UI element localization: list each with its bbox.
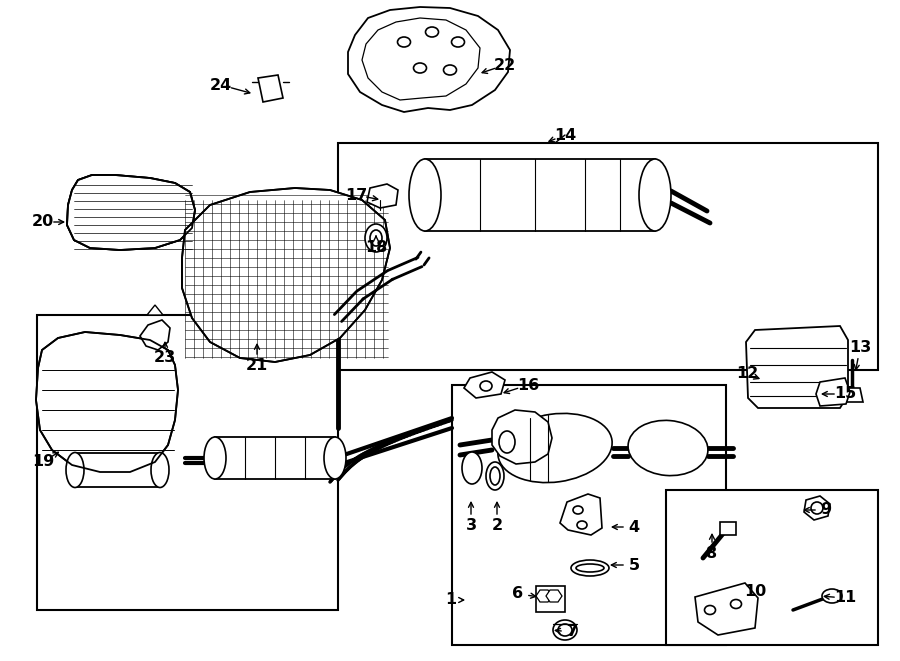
Polygon shape: [804, 496, 830, 520]
Ellipse shape: [444, 65, 456, 75]
Bar: [425, 159, 655, 231]
Text: 14: 14: [554, 128, 576, 143]
Ellipse shape: [413, 63, 427, 73]
Text: 8: 8: [706, 545, 717, 561]
Polygon shape: [67, 175, 195, 250]
Ellipse shape: [553, 620, 577, 640]
Text: 20: 20: [32, 215, 54, 229]
Polygon shape: [492, 410, 552, 464]
Polygon shape: [67, 175, 195, 250]
Text: 6: 6: [512, 586, 524, 602]
Polygon shape: [367, 184, 398, 208]
Text: 11: 11: [834, 590, 856, 605]
Ellipse shape: [151, 453, 169, 488]
Text: 13: 13: [849, 340, 871, 356]
Ellipse shape: [462, 452, 482, 484]
Text: 22: 22: [494, 58, 516, 73]
Bar: [338, 143, 878, 370]
Ellipse shape: [822, 589, 842, 603]
Bar: [452, 385, 726, 645]
Text: 24: 24: [210, 77, 232, 93]
Polygon shape: [258, 75, 283, 102]
Ellipse shape: [811, 502, 823, 514]
Text: 12: 12: [736, 366, 758, 381]
Polygon shape: [147, 305, 163, 315]
Polygon shape: [546, 590, 562, 602]
Polygon shape: [36, 332, 178, 472]
Text: 15: 15: [834, 387, 856, 401]
Ellipse shape: [480, 381, 492, 391]
Ellipse shape: [324, 437, 346, 479]
Ellipse shape: [426, 27, 438, 37]
Text: 21: 21: [246, 358, 268, 373]
Ellipse shape: [409, 159, 441, 231]
Polygon shape: [536, 590, 552, 602]
Text: 17: 17: [345, 188, 367, 202]
Text: 7: 7: [566, 625, 578, 639]
Polygon shape: [464, 372, 505, 398]
Bar: [720, 522, 736, 535]
Bar: [37, 315, 338, 610]
Polygon shape: [695, 583, 758, 635]
Ellipse shape: [705, 605, 716, 615]
Text: 18: 18: [364, 241, 387, 256]
Ellipse shape: [452, 37, 464, 47]
Text: 19: 19: [32, 455, 54, 469]
Ellipse shape: [573, 506, 583, 514]
Polygon shape: [182, 188, 390, 362]
Polygon shape: [140, 320, 170, 350]
Ellipse shape: [628, 420, 708, 476]
Text: 2: 2: [491, 518, 502, 533]
Ellipse shape: [66, 453, 84, 488]
Ellipse shape: [370, 230, 382, 246]
Bar: [536, 586, 565, 612]
Text: 9: 9: [821, 502, 832, 518]
Ellipse shape: [499, 431, 515, 453]
Ellipse shape: [365, 224, 387, 252]
Bar: [215, 437, 335, 479]
Polygon shape: [348, 7, 510, 112]
Ellipse shape: [398, 37, 410, 47]
Polygon shape: [816, 378, 850, 406]
Ellipse shape: [577, 521, 587, 529]
Text: 3: 3: [465, 518, 477, 533]
Polygon shape: [362, 18, 480, 100]
Ellipse shape: [558, 624, 572, 636]
Ellipse shape: [498, 413, 612, 483]
Ellipse shape: [486, 462, 504, 490]
Ellipse shape: [490, 467, 500, 485]
Ellipse shape: [639, 159, 671, 231]
Ellipse shape: [731, 600, 742, 609]
Text: 10: 10: [744, 584, 766, 600]
Ellipse shape: [204, 437, 226, 479]
Polygon shape: [560, 494, 602, 535]
Ellipse shape: [571, 560, 609, 576]
Polygon shape: [841, 388, 863, 402]
Bar: [75, 453, 160, 487]
Text: 16: 16: [517, 377, 539, 393]
Text: 4: 4: [628, 520, 640, 535]
Polygon shape: [746, 326, 848, 408]
Bar: [666, 490, 878, 645]
Ellipse shape: [576, 564, 604, 572]
Text: 1: 1: [446, 592, 456, 607]
Text: 23: 23: [154, 350, 176, 366]
Text: 5: 5: [628, 557, 640, 572]
